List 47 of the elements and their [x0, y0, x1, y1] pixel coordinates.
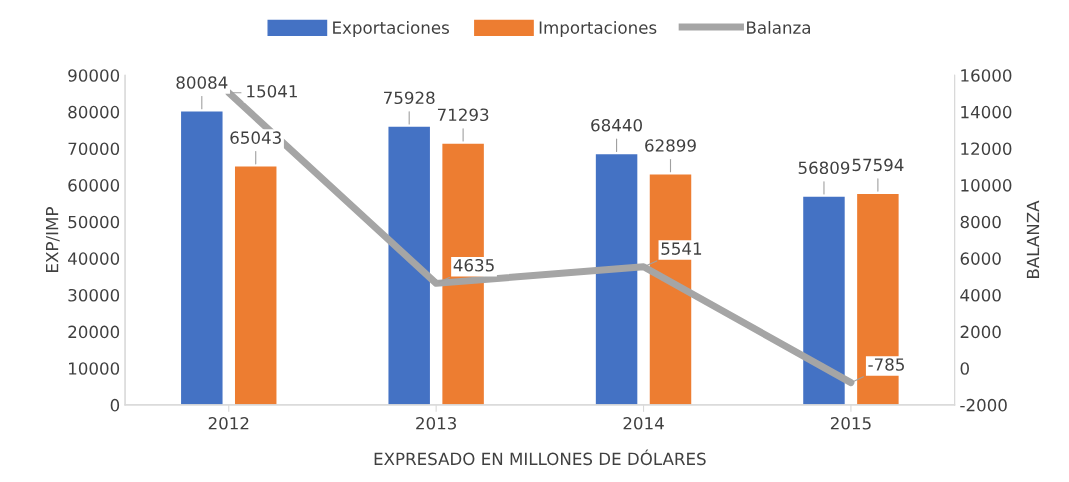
data-label: 5541: [661, 242, 702, 255]
legend-label: Importaciones: [539, 20, 657, 38]
data-label: 4635: [453, 258, 494, 272]
bar: [388, 126, 430, 405]
y2-tick-label: 14000: [961, 105, 1012, 119]
y-axis-title: EXP/IMP: [46, 207, 60, 272]
x-axis-title: EXPRESADO EN MILLONES DE DÓLARES: [374, 449, 706, 466]
y2-tick-label: 16000: [961, 69, 1012, 82]
y2-tick-label: -2000: [960, 398, 1007, 412]
data-label: 15041: [247, 84, 297, 98]
y2-tick-label: 8000: [960, 215, 1001, 229]
data-label: 65043: [230, 131, 281, 144]
data-label: 71293: [437, 108, 489, 122]
bar: [595, 154, 638, 405]
legend-label: Exportaciones: [333, 20, 449, 38]
x-tick-label: 2013: [416, 416, 457, 430]
data-label: 62899: [645, 139, 696, 152]
y2-tick-label: 10000: [961, 179, 1012, 192]
x-tick-label: 2014: [623, 416, 664, 430]
data-label: 68440: [591, 118, 642, 132]
x-tick-label: 2015: [830, 416, 871, 430]
bar: [803, 196, 845, 405]
y-tick-label: 20000: [68, 325, 120, 339]
bar: [234, 166, 277, 405]
y-tick-label: 90000: [68, 69, 120, 82]
data-label: 75928: [384, 91, 435, 105]
y-tick-label: 40000: [68, 252, 120, 265]
x-tick-label: 2012: [208, 416, 249, 430]
y-tick-label: 60000: [68, 179, 120, 192]
bar: [181, 111, 223, 405]
data-label: 57594: [852, 158, 904, 172]
y2-tick-label: 0: [960, 362, 969, 375]
y-tick-label: 50000: [68, 215, 120, 229]
data-label: 56809: [798, 161, 850, 175]
y2-tick-label: 4000: [960, 288, 1001, 302]
y-tick-label: 70000: [68, 142, 120, 156]
y2-tick-label: 2000: [960, 325, 1001, 339]
y-tick-label: 0: [110, 398, 120, 412]
legend-label: Balanza: [747, 20, 810, 34]
data-label: 80084: [176, 76, 228, 89]
y2-tick-label: 6000: [960, 252, 1001, 265]
y-tick-label: 80000: [68, 105, 120, 119]
y2-tick-label: 12000: [961, 142, 1012, 156]
y-tick-label: 10000: [69, 362, 120, 375]
data-label: -785: [868, 358, 904, 371]
y-tick-label: 30000: [68, 288, 120, 302]
y2-axis-title: BALANZA: [1026, 200, 1040, 278]
